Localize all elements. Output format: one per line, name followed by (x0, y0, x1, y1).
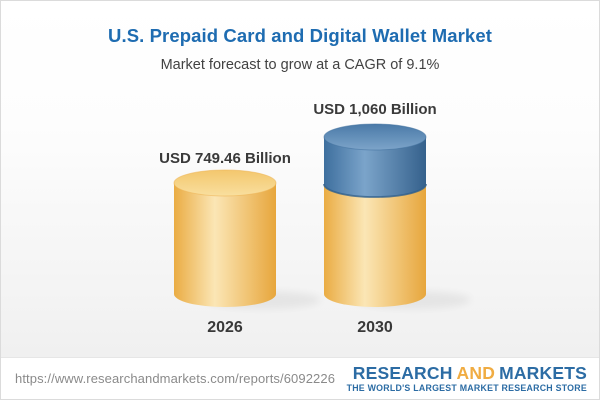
chart-title: U.S. Prepaid Card and Digital Wallet Mar… (108, 25, 492, 46)
logo-tagline: THE WORLD'S LARGEST MARKET RESEARCH STOR… (346, 383, 587, 394)
chart-area: U.S. Prepaid Card and Digital Wallet Mar… (1, 1, 599, 357)
category-label-2026: 2026 (207, 319, 243, 336)
logo-word-markets: MARKETS (499, 362, 587, 383)
cylinder-bar-chart: USD 749.46 Billion USD 1,060 Billion 202… (159, 101, 471, 336)
report-url: https://www.researchandmarkets.com/repor… (15, 371, 336, 386)
value-label-2030: USD 1,060 Billion (313, 101, 436, 118)
chart-subtitle: Market forecast to grow at a CAGR of 9.1… (160, 57, 440, 73)
footer: https://www.researchandmarkets.com/repor… (1, 357, 599, 399)
logo-word-and: AND (456, 362, 496, 383)
bar-2030 (323, 123, 427, 307)
logo-word-research: RESEARCH (352, 362, 453, 383)
category-label-2030: 2030 (357, 319, 393, 336)
research-and-markets-logo: RESEARCH AND MARKETS THE WORLD'S LARGEST M… (347, 364, 587, 394)
logo-wordmark: RESEARCH AND MARKETS (347, 364, 587, 382)
bar-2030-growth-segment (324, 137, 426, 197)
value-label-2026: USD 749.46 Billion (159, 150, 291, 167)
bar-2030-base-segment (324, 184, 426, 307)
bar-2026 (173, 169, 277, 307)
